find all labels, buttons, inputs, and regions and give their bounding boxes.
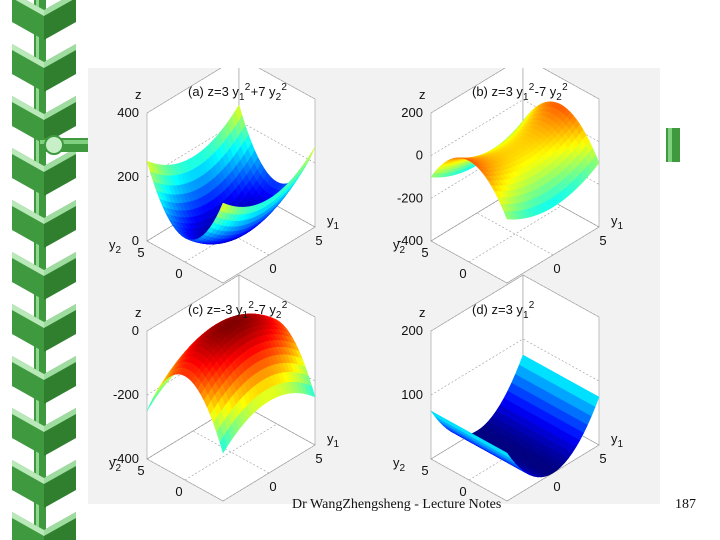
x-tick-label: 0 [269, 261, 276, 276]
z-axis-label: z [135, 305, 142, 320]
page-number: 187 [675, 497, 696, 512]
y-tick-label: 0 [459, 266, 466, 281]
z-axis-label: z [419, 305, 426, 320]
panel-title: (a) z=3 y1 2 +7 y2 2 [188, 82, 287, 103]
surface-mesh [146, 104, 316, 245]
footer-caption: Dr WangZhengsheng - Lecture Notes [292, 497, 502, 512]
z-tick-label: 0 [132, 323, 139, 338]
surface-facet [503, 211, 512, 220]
z-tick-label: -400 [397, 233, 423, 248]
z-tick-label: 400 [117, 105, 139, 120]
z-tick-label: -200 [397, 190, 423, 205]
z-tick-label: 0 [132, 233, 139, 248]
surface-facet [219, 202, 228, 213]
z-axis-label: z [135, 87, 142, 102]
x-axis-label: y1 [327, 213, 340, 232]
z-tick-label: 0 [416, 148, 423, 163]
y-tick-label: 0 [459, 484, 466, 499]
panel-title: (b) z=3 y1 2 -7 y2 2 [472, 82, 568, 103]
y-tick-label: 5 [421, 463, 428, 478]
x-tick-label: 5 [315, 233, 322, 248]
surface-mesh [430, 354, 600, 478]
surface-mesh [430, 101, 600, 220]
x-tick-label: 5 [599, 233, 606, 248]
x-axis-label: y1 [611, 213, 624, 232]
z-tick-label: 200 [117, 169, 139, 184]
z-axis-label: z [419, 87, 426, 102]
x-axis-label: y1 [327, 431, 340, 450]
z-tick-label: 200 [401, 105, 423, 120]
x-tick-label: 5 [599, 451, 606, 466]
x-tick-label: 5 [315, 451, 322, 466]
surface-facet [219, 435, 228, 454]
x-tick-label: 0 [269, 479, 276, 494]
green-ribbon-decoration [12, 0, 76, 540]
y-axis-label: y2 [393, 455, 406, 474]
surface-facet [503, 451, 512, 459]
y-tick-label: 0 [175, 266, 182, 281]
surface-mesh [146, 313, 316, 454]
x-axis-label: y1 [611, 431, 624, 450]
y-tick-label: 0 [175, 484, 182, 499]
panel-title: (c) z=-3 y1 2 -7 y2 2 [188, 300, 288, 321]
slide-footer: Dr WangZhengsheng - Lecture Notes 187 [0, 495, 720, 525]
y-axis-label: y2 [109, 237, 122, 256]
z-tick-label: 200 [401, 323, 423, 338]
y-tick-label: 5 [421, 245, 428, 260]
z-tick-label: -400 [113, 451, 139, 466]
y-tick-label: 5 [137, 245, 144, 260]
panel-title: (d) z=3 y1 2 [472, 300, 535, 321]
z-tick-label: -200 [113, 387, 139, 402]
x-tick-label: 0 [553, 479, 560, 494]
y-tick-label: 5 [137, 463, 144, 478]
z-tick-label: 100 [401, 387, 423, 402]
x-tick-label: 0 [553, 261, 560, 276]
